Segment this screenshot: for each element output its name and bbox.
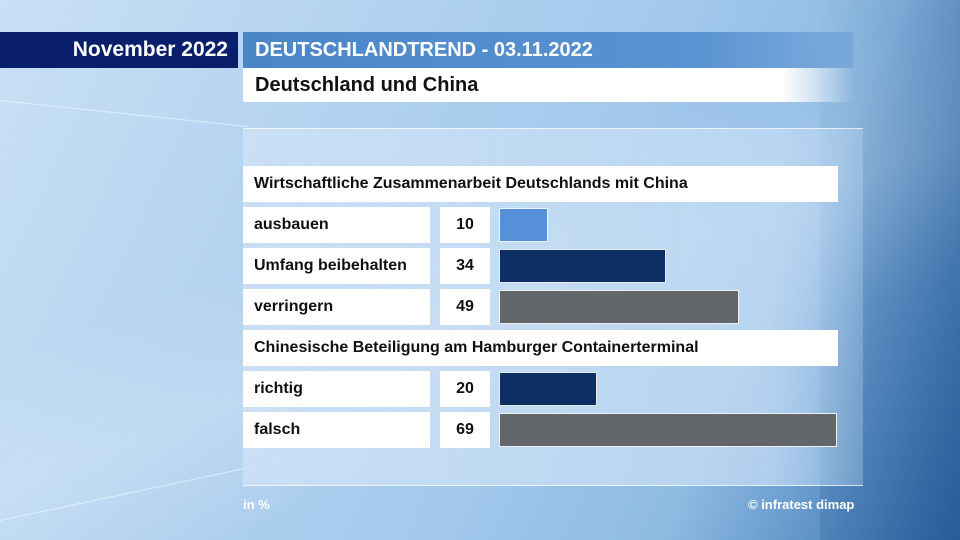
answer-label: ausbauen <box>243 207 430 243</box>
bar <box>499 249 666 283</box>
value-label: 34 <box>440 248 490 284</box>
bar <box>499 290 739 324</box>
question-header: Chinesische Beteiligung am Hamburger Con… <box>243 330 838 366</box>
answer-label: verringern <box>243 289 430 325</box>
unit-note: in % <box>243 497 270 512</box>
source-credit: © infratest dimap <box>748 497 855 512</box>
answer-label: falsch <box>243 412 430 448</box>
value-label: 69 <box>440 412 490 448</box>
answer-label: richtig <box>243 371 430 407</box>
bar <box>499 413 837 447</box>
value-label: 20 <box>440 371 490 407</box>
value-label: 10 <box>440 207 490 243</box>
answer-label: Umfang beibehalten <box>243 248 430 284</box>
date-label: November 2022 <box>0 32 238 68</box>
chart-subtitle: Deutschland und China <box>243 68 855 102</box>
question-header: Wirtschaftliche Zusammenarbeit Deutschla… <box>243 166 838 202</box>
trend-title: DEUTSCHLANDTREND - 03.11.2022 <box>243 32 853 68</box>
bar <box>499 372 597 406</box>
bar <box>499 208 548 242</box>
value-label: 49 <box>440 289 490 325</box>
background-line <box>0 100 249 128</box>
